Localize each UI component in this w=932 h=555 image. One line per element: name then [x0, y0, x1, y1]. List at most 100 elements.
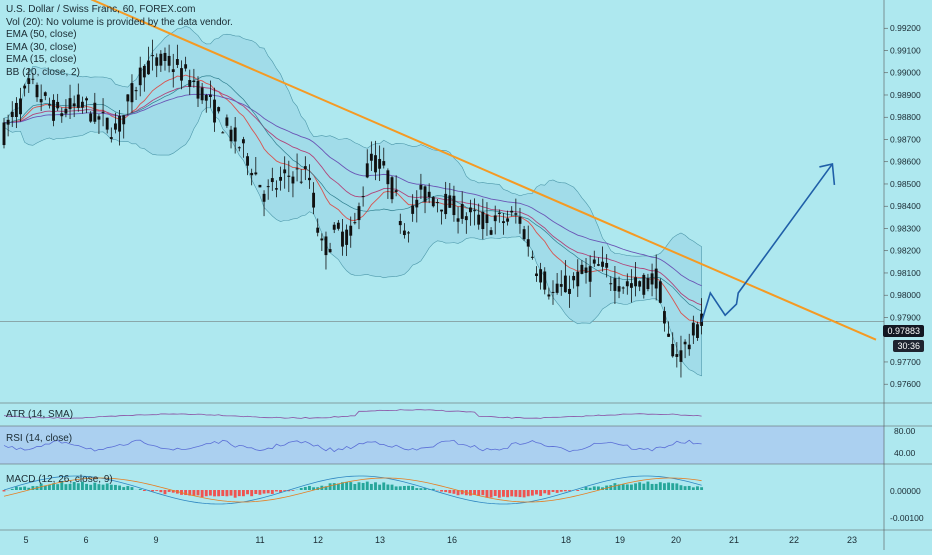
- candle-body: [250, 173, 253, 175]
- candle-body: [242, 139, 245, 143]
- macd-histogram-bar: [671, 483, 674, 490]
- macd-histogram-bar: [221, 490, 224, 496]
- macd-histogram-bar: [263, 490, 266, 494]
- macd-histogram-bar: [498, 490, 501, 498]
- candle-body: [197, 81, 200, 99]
- macd-histogram-bar: [589, 488, 592, 490]
- time-tick-label: 12: [313, 535, 323, 545]
- macd-histogram-bar: [164, 490, 167, 494]
- macd-histogram-bar: [486, 490, 489, 498]
- macd-histogram-bar: [626, 484, 629, 490]
- macd-histogram-bar: [535, 490, 538, 494]
- candle-body: [60, 113, 63, 116]
- candle-body: [312, 193, 315, 208]
- candle-body: [568, 289, 571, 294]
- projection-path: [702, 164, 833, 322]
- macd-histogram-bar: [647, 482, 650, 490]
- indicator-ema-15[interactable]: EMA (15, close): [6, 54, 233, 67]
- candle-body: [205, 95, 208, 101]
- macd-histogram-bar: [250, 490, 253, 496]
- candle-body: [73, 103, 76, 106]
- price-tick-label: 0.97700: [890, 357, 921, 367]
- macd-tick-label: -0.00100: [890, 513, 924, 523]
- macd-histogram-bar: [386, 484, 389, 490]
- candle-body: [688, 345, 691, 350]
- macd-histogram-bar: [374, 482, 377, 490]
- atr-line: [4, 410, 702, 419]
- macd-histogram-bar: [490, 490, 493, 498]
- macd-histogram-bar: [452, 490, 455, 494]
- candle-body: [329, 249, 332, 252]
- candle-body: [519, 217, 522, 224]
- macd-histogram-bar: [15, 487, 18, 490]
- macd-histogram-bar: [64, 484, 67, 490]
- macd-histogram-bar: [304, 487, 307, 490]
- candle-body: [473, 210, 476, 211]
- candle-body: [296, 168, 299, 169]
- candle-body: [345, 230, 348, 245]
- candle-body: [225, 117, 228, 125]
- macd-histogram-bar: [539, 490, 542, 496]
- candle-body: [597, 264, 600, 266]
- macd-histogram-bar: [481, 490, 484, 495]
- candle-body: [576, 272, 579, 286]
- candle-body: [370, 154, 373, 161]
- candle-body: [647, 278, 650, 289]
- atr-pane-label[interactable]: ATR (14, SMA): [6, 409, 73, 420]
- candle-body: [287, 176, 290, 177]
- candle-body: [564, 276, 567, 293]
- macd-histogram-bar: [531, 490, 534, 496]
- candle-body: [457, 218, 460, 221]
- indicator-ema-30[interactable]: EMA (30, close): [6, 42, 233, 55]
- candle-body: [341, 232, 344, 247]
- candle-body: [85, 98, 88, 100]
- indicator-bb[interactable]: BB (20, close, 2): [6, 67, 233, 80]
- macd-histogram-bar: [271, 490, 274, 494]
- rsi-pane-label[interactable]: RSI (14, close): [6, 433, 72, 444]
- price-tick-label: 0.98600: [890, 157, 921, 167]
- candle-body: [440, 210, 443, 212]
- candle-body: [452, 196, 455, 215]
- candle-body: [15, 103, 18, 117]
- macd-histogram-bar: [23, 487, 26, 490]
- macd-histogram-bar: [358, 482, 361, 490]
- macd-histogram-bar: [329, 483, 332, 490]
- candle-body: [543, 271, 546, 289]
- candle-body: [613, 278, 616, 291]
- macd-histogram-bar: [258, 490, 261, 495]
- time-tick-label: 21: [729, 535, 739, 545]
- candle-body: [609, 283, 612, 284]
- countdown-tag: 30:36: [893, 340, 924, 352]
- indicator-ema-50[interactable]: EMA (50, close): [6, 29, 233, 42]
- candle-body: [539, 269, 542, 282]
- macd-histogram-bar: [131, 487, 134, 490]
- candle-body: [428, 192, 431, 197]
- time-tick-label: 5: [23, 535, 28, 545]
- rsi-tick-label: 40.00: [894, 448, 916, 458]
- candle-body: [316, 228, 319, 233]
- candle-body: [432, 197, 435, 206]
- macd-histogram-bar: [395, 486, 398, 490]
- macd-histogram-bar: [122, 487, 125, 490]
- candle-body: [395, 190, 398, 192]
- time-tick-label: 20: [671, 535, 681, 545]
- macd-histogram-bar: [217, 490, 220, 496]
- macd-histogram-bar: [337, 484, 340, 490]
- price-tick-label: 0.98200: [890, 246, 921, 256]
- candle-body: [19, 98, 22, 114]
- candle-body: [477, 215, 480, 225]
- macd-histogram-bar: [110, 485, 113, 490]
- price-tick-label: 0.99200: [890, 23, 921, 33]
- macd-pane-label[interactable]: MACD (12, 26, close, 9): [6, 474, 113, 485]
- macd-histogram-bar: [48, 485, 51, 490]
- candle-body: [675, 354, 678, 357]
- candle-body: [634, 277, 637, 286]
- candle-body: [642, 275, 645, 295]
- candle-body: [378, 159, 381, 169]
- macd-histogram-bar: [234, 490, 237, 498]
- candle-body: [535, 274, 538, 276]
- macd-histogram-bar: [506, 490, 509, 497]
- candle-body: [391, 177, 394, 199]
- macd-histogram-bar: [362, 483, 365, 490]
- macd-histogram-bar: [638, 482, 641, 490]
